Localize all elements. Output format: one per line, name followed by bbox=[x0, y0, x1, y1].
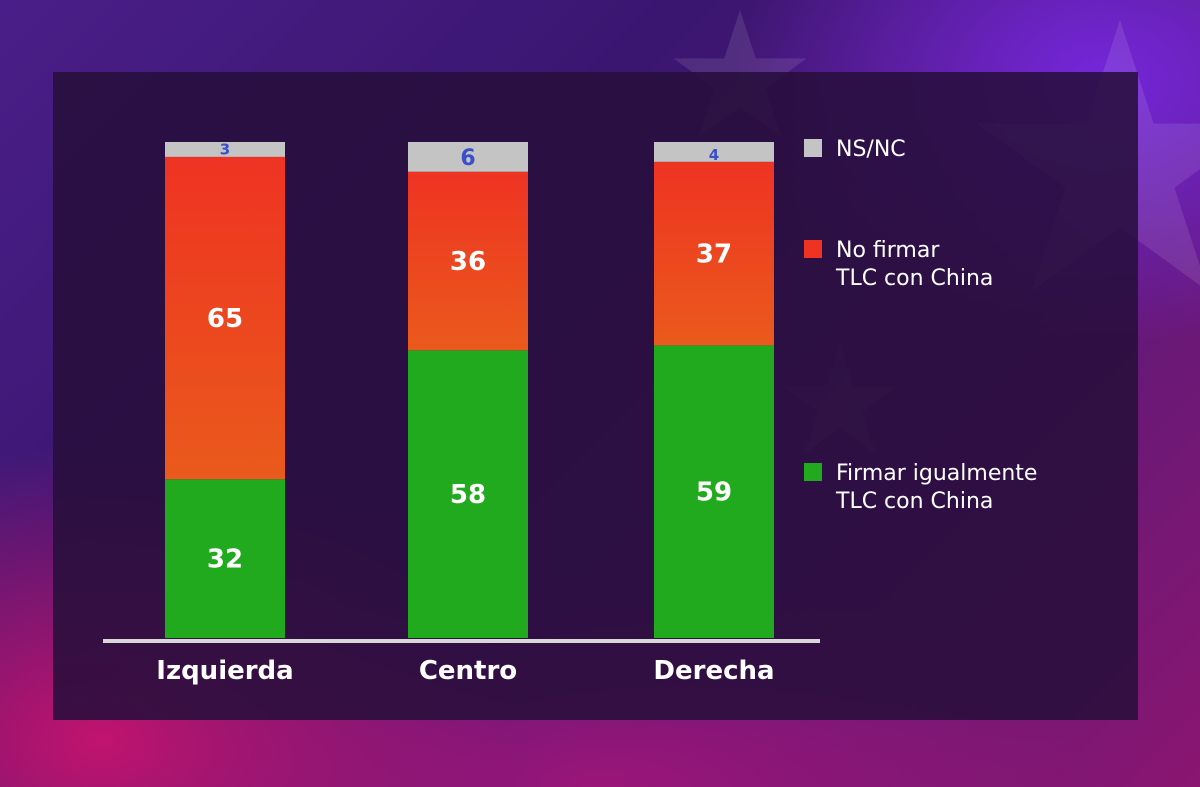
axis-layer: Izquierda Centro Derecha bbox=[103, 639, 820, 686]
data-label: 4 bbox=[709, 146, 719, 164]
stacked-bar-chart: 32 65 3 58 36 6 59 37 4 Izquierda Centro Derecha N… bbox=[103, 137, 1037, 686]
category-label: Centro bbox=[419, 656, 517, 686]
data-label: 3 bbox=[220, 140, 230, 158]
data-label: 58 bbox=[450, 480, 486, 510]
bar-segment bbox=[165, 479, 285, 638]
category-label: Derecha bbox=[653, 656, 774, 686]
legend-swatch bbox=[804, 463, 822, 481]
bar-segment bbox=[408, 171, 528, 351]
bar-segment bbox=[654, 142, 774, 162]
bar-segment bbox=[408, 350, 528, 638]
data-label: 6 bbox=[460, 146, 475, 171]
data-label: 65 bbox=[207, 304, 243, 334]
data-label: 32 bbox=[207, 545, 243, 575]
bar-segment bbox=[165, 142, 285, 157]
legend-swatch bbox=[804, 139, 822, 157]
legend-label: No firmar bbox=[836, 238, 940, 263]
legend-label: TLC con China bbox=[835, 489, 993, 514]
data-label: 37 bbox=[696, 240, 732, 270]
bars-layer: 32 65 3 58 36 6 59 37 4 bbox=[165, 140, 774, 638]
chart-panel: 32 65 3 58 36 6 59 37 4 Izquierda Centro Derecha N… bbox=[53, 72, 1138, 720]
bar-segment bbox=[165, 156, 285, 480]
bar-segment bbox=[654, 161, 774, 346]
category-label: Izquierda bbox=[156, 656, 293, 686]
legend-label: Firmar igualmente bbox=[836, 461, 1037, 486]
legend: NS/NC No firmar TLC con China Firmar igualm… bbox=[804, 137, 1037, 514]
legend-label: TLC con China bbox=[835, 266, 993, 291]
data-label: 36 bbox=[450, 247, 486, 277]
bar-segment bbox=[654, 345, 774, 638]
bar-segment bbox=[408, 142, 528, 172]
data-label: 59 bbox=[696, 478, 732, 508]
legend-swatch bbox=[804, 240, 822, 258]
legend-label: NS/NC bbox=[836, 137, 906, 162]
